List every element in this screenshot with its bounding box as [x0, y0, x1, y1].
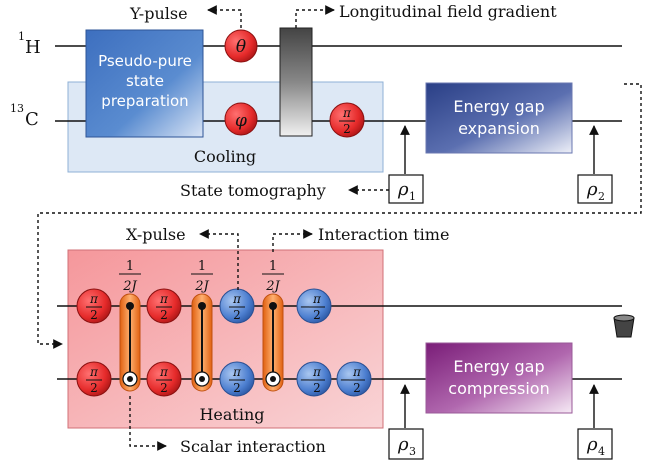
- c-gate-5: −π 2: [336, 361, 372, 397]
- h-gate-1: π2: [76, 288, 112, 324]
- compression-line1: Energy gap: [453, 357, 544, 376]
- ypulse-label: Y-pulse: [129, 4, 188, 23]
- delay-numerator: 1: [126, 259, 134, 274]
- xpulse-label: X-pulse: [126, 225, 186, 244]
- gradient-block: [279, 27, 313, 137]
- gate-two: 2: [233, 308, 241, 322]
- svg-text:C: C: [25, 109, 39, 130]
- rho2-label: ρ 2: [586, 179, 605, 203]
- pps-line1: Pseudo-pure: [98, 52, 192, 70]
- svg-text:13: 13: [10, 102, 24, 115]
- pps-line3: preparation: [101, 92, 188, 110]
- gradient-label: Longitudinal field gradient: [339, 2, 557, 21]
- interaction-time-arrow: [272, 229, 313, 252]
- svg-text:3: 3: [409, 445, 416, 458]
- h-gate-4: −π 2: [296, 288, 332, 324]
- svg-text:2: 2: [343, 122, 351, 136]
- phi-gate: φ: [224, 102, 258, 136]
- pi-half-gate-c: π 2: [329, 102, 365, 138]
- expansion-box: [425, 82, 573, 154]
- gate-minus: −: [300, 373, 311, 388]
- trash-bucket-icon: [613, 314, 635, 338]
- rho1-label: ρ 1: [397, 179, 416, 203]
- heating-label: Heating: [199, 405, 264, 424]
- scalar-label: Scalar interaction: [180, 437, 326, 456]
- compression-box: [425, 342, 573, 414]
- gate-pi: π: [232, 365, 242, 379]
- qubit-label-h: 1 H: [18, 30, 41, 58]
- c-gate-2: π2: [146, 361, 182, 397]
- pps-line2: state: [126, 72, 164, 90]
- interaction-bar-3: [262, 293, 284, 392]
- theta-gate: θ: [224, 29, 258, 63]
- svg-text:1: 1: [18, 30, 25, 43]
- gate-pi: π: [352, 365, 362, 379]
- flow-connector: [37, 83, 642, 349]
- gate-two: 2: [313, 381, 321, 395]
- interaction-time-label: Interaction time: [318, 225, 449, 244]
- h-gate-3-xpulse: π2: [219, 288, 255, 324]
- svg-text:ρ: ρ: [586, 179, 598, 200]
- c-gate-3: π2: [219, 361, 255, 397]
- rho1-box: [388, 174, 424, 204]
- gate-minus: −: [340, 373, 351, 388]
- gate-two: 2: [233, 381, 241, 395]
- gradient-arrow: [295, 5, 335, 28]
- svg-text:ρ: ρ: [586, 434, 598, 455]
- svg-text:4: 4: [598, 445, 605, 458]
- gate-pi: π: [89, 292, 99, 306]
- delay-denominator: 2J: [265, 279, 280, 294]
- svg-text:2: 2: [598, 190, 605, 203]
- compression-line2: compression: [448, 379, 549, 398]
- tomography-label: State tomography: [180, 181, 326, 200]
- gate-two: 2: [160, 308, 168, 322]
- gate-pi: π: [159, 365, 169, 379]
- gate-pi: π: [312, 365, 322, 379]
- svg-text:π: π: [342, 106, 352, 120]
- cooling-label: Cooling: [194, 147, 256, 166]
- delay-numerator: 1: [269, 259, 277, 274]
- svg-text:1: 1: [409, 190, 416, 203]
- gate-two: 2: [90, 381, 98, 395]
- gate-pi: π: [312, 292, 322, 306]
- rho2-box: [577, 174, 613, 204]
- c-gate-4: −π 2: [296, 361, 332, 397]
- gate-two: 2: [160, 381, 168, 395]
- h-gate-2: π2: [146, 288, 182, 324]
- expansion-line1: Energy gap: [453, 97, 544, 116]
- svg-text:ρ: ρ: [397, 179, 409, 200]
- svg-text:H: H: [25, 37, 41, 58]
- gate-two: 2: [353, 381, 361, 395]
- pps-box: [85, 29, 204, 138]
- gate-two: 2: [313, 308, 321, 322]
- delay-denominator: 2J: [122, 279, 137, 294]
- svg-text:θ: θ: [236, 37, 246, 57]
- heating-region: [67, 249, 384, 429]
- rho4-label: ρ 4: [586, 434, 605, 458]
- xpulse-arrow: [199, 229, 239, 290]
- interaction-bar-2: [191, 293, 213, 392]
- delay-numerator: 1: [198, 259, 206, 274]
- qubit-label-c: 13 C: [10, 102, 39, 130]
- scalar-arrow: [129, 396, 167, 451]
- rho3-label: ρ 3: [397, 434, 416, 458]
- gate-pi: π: [232, 292, 242, 306]
- delay-denominator: 2J: [194, 279, 209, 294]
- expansion-line2: expansion: [458, 119, 540, 138]
- gate-pi: π: [89, 365, 99, 379]
- gate-minus: −: [300, 300, 311, 315]
- gate-two: 2: [90, 308, 98, 322]
- rho4-box: [577, 428, 613, 460]
- ypulse-arrow: [207, 5, 242, 28]
- c-gate-1: π2: [76, 361, 112, 397]
- svg-text:φ: φ: [235, 111, 247, 131]
- svg-text:ρ: ρ: [397, 434, 409, 455]
- interaction-bar-1: [119, 293, 141, 392]
- rho3-box: [388, 428, 424, 460]
- gate-pi: π: [159, 292, 169, 306]
